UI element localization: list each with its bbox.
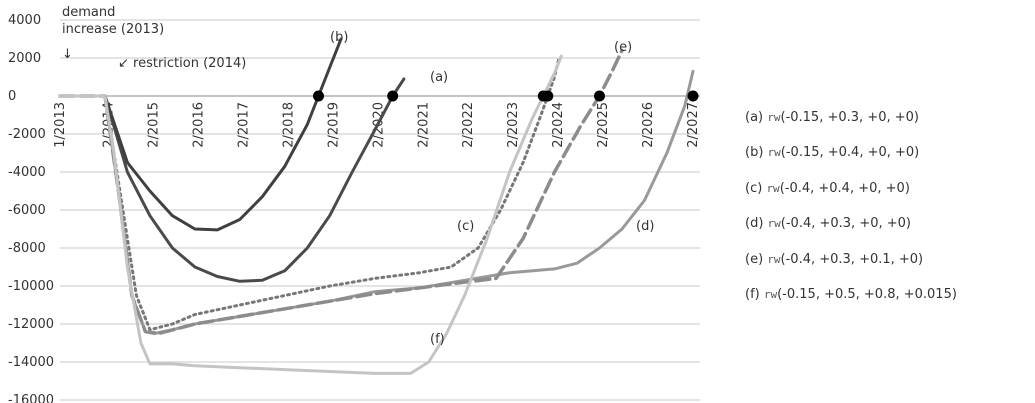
y-tick-label: 2000 [8,51,41,66]
legend-item: (a) rw(-0.15, +0.3, +0, +0) [745,108,1035,143]
legend-item-code: rw [763,287,778,301]
label-series-a: (a) [430,70,448,85]
y-tick-label: 0 [8,89,16,104]
gridlines [60,19,700,401]
annotation-restriction: ↙ restriction (2014) [118,56,246,71]
zero-crossing-marker [387,90,399,102]
series-lines [58,37,695,375]
legend-item-args: (-0.15, +0.5, +0.8, +0.015) [777,286,957,302]
y-tick-label: 4000 [8,13,41,28]
x-tick-label: 2/2021 [416,102,431,148]
legend-item: (b) rw(-0.15, +0.4, +0, +0) [745,143,1035,178]
legend-item: (c) rw(-0.4, +0.4, +0, +0) [745,179,1035,214]
label-series-c: (c) [457,219,474,234]
x-tick-label: 2/2017 [236,102,251,148]
label-series-b: (b) [330,30,348,45]
y-tick-label: -14000 [8,355,54,370]
y-tick-label: -8000 [8,241,46,256]
legend-item-label: (b) [745,145,768,161]
x-tick-label: 2/2024 [551,102,566,148]
series-line-f [58,54,563,375]
y-tick-label: -2000 [8,127,46,142]
legend-item-label: (d) [745,216,768,232]
legend-item-code: rw [767,217,781,231]
x-tick-label: 1/2013 [53,102,68,148]
x-tick-label: 2/2027 [686,102,700,148]
series-line-c [58,56,561,332]
legend-item-label: (f) [745,286,764,302]
y-tick-label: -4000 [8,165,46,180]
legend-item-label: (e) [745,251,768,267]
x-tick-label: 2/2025 [596,102,611,148]
legend-item-code: rw [767,111,781,124]
zero-crossing-marker [687,90,699,102]
y-tick-label: -6000 [8,203,46,218]
label-series-d: (d) [636,219,654,234]
y-axis-tick-labels: 4000 2000 0 -2000 -4000 -6000 -8000 -10000 -1200… [8,13,54,403]
legend-item-args: (-0.15, +0.4, +0, +0) [780,145,920,161]
zero-crossing-marker [542,90,554,102]
legend-item-args: (-0.4, +0.4, +0, +0) [779,180,910,196]
x-tick-label: 2/2022 [461,102,476,148]
x-tick-label: 2/2016 [191,102,206,148]
series-line-a [58,77,406,283]
legend-item-args: (-0.4, +0.3, +0, +0) [780,216,911,232]
legend-item-args: (-0.15, +0.3, +0, +0) [780,110,919,125]
zero-crossing-marker [593,90,605,102]
zero-crossing-markers [313,90,699,102]
y-tick-label: -10000 [8,279,54,294]
legend-item: (f) rw(-0.15, +0.5, +0.8, +0.015) [745,285,1035,320]
legend-item-label: (c) [745,180,767,196]
x-tick-label: 2/2018 [281,102,296,148]
line-chart: 4000 2000 0 -2000 -4000 -6000 -8000 -10000 -1200… [8,5,700,403]
legend-item-code: rw [767,146,781,160]
legend-item: (e) rw(-0.4, +0.3, +0.1, +0) [745,250,1035,285]
x-tick-label: 2/2015 [147,102,162,148]
legend-item-args: (-0.4, +0.3, +0.1, +0) [780,251,924,267]
legend-item-code: rw [766,181,780,195]
y-tick-label: -16000 [8,393,54,403]
annotation-demand-arrow: ↓ [62,47,73,62]
x-tick-label: 2/2023 [506,102,521,148]
annotation-demand-line1: demand [62,5,115,20]
label-series-f: (f) [430,332,445,347]
legend-item-code: rw [767,252,781,266]
x-tick-label: 2/2026 [641,102,656,148]
legend-item-label: (a) [745,110,768,125]
label-series-e: (e) [614,40,632,55]
x-tick-label: 2/2019 [326,102,341,148]
zero-crossing-marker [313,90,325,102]
legend: (a) rw(-0.15, +0.3, +0, +0) (b) rw(-0.15,… [745,108,1035,320]
legend-item: (d) rw(-0.4, +0.3, +0, +0) [745,214,1035,249]
annotation-demand-line2: increase (2013) [62,22,164,37]
y-tick-label: -12000 [8,317,54,332]
